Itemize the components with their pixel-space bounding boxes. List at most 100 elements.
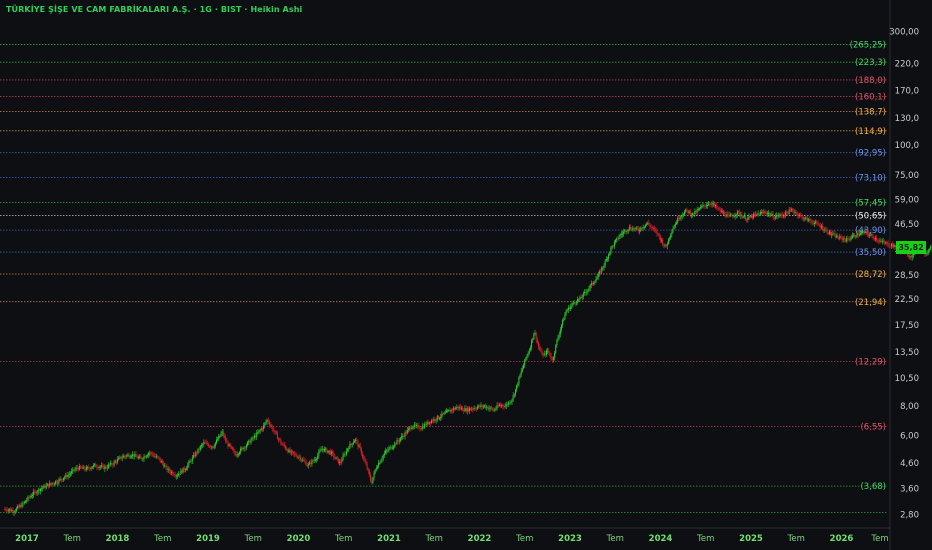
candle-up [861, 232, 863, 234]
candle-down [784, 215, 786, 217]
candle-down [719, 208, 721, 212]
candle-down [592, 283, 594, 285]
candle-up [399, 438, 401, 441]
candle-up [647, 222, 649, 224]
candle-up [912, 253, 914, 256]
candle-down [689, 211, 691, 215]
candle-up [381, 458, 383, 461]
candle-up [850, 237, 852, 239]
candle-up [466, 408, 468, 412]
candle-up [30, 495, 32, 497]
candle-up [13, 511, 15, 513]
candle-up [776, 215, 778, 217]
candle-down [838, 237, 840, 239]
candle-up [579, 296, 581, 300]
candle-down [663, 244, 665, 246]
candle-up [27, 497, 29, 501]
candle-down [123, 455, 125, 457]
candle-up [203, 442, 205, 445]
candle-up [21, 503, 23, 507]
candle-up [851, 235, 853, 238]
candle-down [422, 426, 424, 428]
candle-down [848, 239, 850, 241]
candle-down [797, 215, 799, 217]
candle-down [857, 232, 859, 236]
candle-down [437, 416, 439, 419]
candle-up [178, 473, 180, 476]
candle-up [874, 237, 876, 240]
candle-up [831, 234, 833, 236]
candle-down [892, 244, 894, 247]
candle-down [322, 448, 324, 451]
candle-down [419, 428, 421, 430]
candle-down [111, 462, 113, 465]
candle-down [222, 431, 224, 436]
candle-down [5, 508, 7, 511]
candle-up [256, 432, 258, 437]
candle-down [648, 222, 650, 225]
candle-down [822, 225, 824, 230]
candle-up [69, 473, 71, 475]
heikin-ashi-candles [4, 200, 932, 517]
candle-up [406, 429, 408, 434]
candle-down [819, 225, 821, 228]
candle-up [613, 242, 615, 247]
candle-down [823, 229, 825, 231]
price-axis[interactable]: 300,00 220,0 170,0 130,0 100,0 75,00 59,00 46,5… [889, 28, 919, 521]
level-label: (57,45) [855, 198, 886, 208]
candle-up [149, 452, 151, 454]
candle-up [99, 466, 101, 468]
candle-down [792, 209, 794, 211]
candle-up [110, 462, 112, 465]
candle-down [163, 463, 165, 467]
candle-down [739, 212, 741, 216]
candle-up [666, 243, 668, 247]
candle-up [447, 410, 449, 412]
candle-up [684, 211, 686, 215]
level-label: (73,10) [855, 174, 886, 184]
candle-up [382, 455, 384, 459]
candle-up [702, 205, 704, 207]
candle-up [799, 214, 801, 216]
candle-up [67, 475, 69, 478]
candle-up [747, 218, 749, 220]
candle-up [556, 340, 558, 346]
candle-up [533, 333, 535, 339]
candle-up [864, 230, 866, 233]
candle-up [435, 419, 437, 421]
candle-up [347, 449, 349, 451]
candle-up [45, 485, 47, 488]
candle-up [41, 488, 43, 490]
candle-down [242, 448, 244, 450]
candle-down [96, 466, 98, 468]
candle-down [509, 402, 511, 404]
candle-up [928, 249, 930, 251]
candle-down [738, 211, 740, 213]
candle-up [464, 408, 466, 411]
candle-up [608, 254, 610, 259]
candle-up [618, 237, 620, 240]
candle-down [463, 410, 465, 412]
candle-up [705, 205, 707, 207]
time-tick-label: 2017 [15, 534, 39, 544]
time-axis[interactable]: 2017 Tem 2018 Tem 2019 Tem 2020 Tem 2021 Tem 2022 T… [15, 534, 888, 544]
candle-up [557, 337, 559, 341]
candle-up [220, 433, 222, 436]
candle-up [352, 442, 354, 445]
candle-down [454, 408, 456, 410]
candle-up [167, 468, 169, 471]
candle-up [601, 267, 603, 273]
candle-up [138, 456, 140, 458]
candle-down [207, 444, 209, 446]
candle-up [528, 350, 530, 354]
candle-up [288, 449, 290, 452]
candle-up [345, 450, 347, 455]
candle-up [42, 487, 44, 489]
candle-down [173, 474, 175, 476]
time-tick-label: Tem [153, 534, 171, 544]
candle-down [22, 503, 24, 505]
candle-down [908, 255, 910, 257]
candle-up [698, 208, 700, 210]
level-label: (3,68) [860, 482, 886, 492]
